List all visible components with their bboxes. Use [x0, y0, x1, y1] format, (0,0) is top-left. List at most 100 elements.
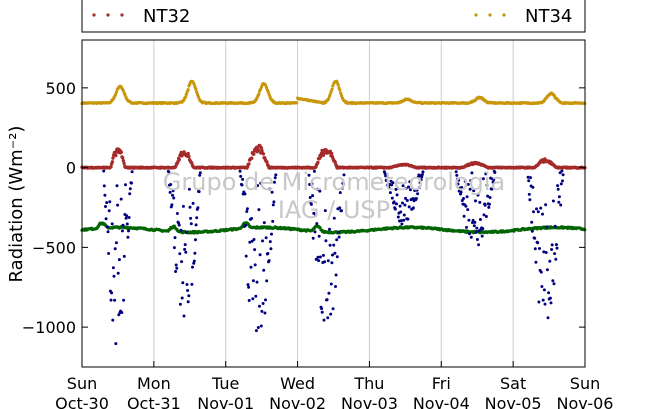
- net-radiation-point: [561, 173, 565, 177]
- net-radiation-point: [267, 259, 271, 263]
- net-radiation-point: [255, 280, 259, 284]
- net-radiation-point: [307, 173, 311, 177]
- net-radiation-point: [106, 230, 110, 234]
- net-radiation-point: [109, 298, 113, 302]
- net-radiation-point: [171, 193, 174, 197]
- nt34-point: [186, 88, 190, 92]
- nt32-point: [260, 149, 264, 153]
- net-radiation-point: [188, 205, 192, 209]
- x-tick-day: Sun: [67, 374, 97, 393]
- net-radiation-point: [253, 248, 257, 252]
- net-radiation-point: [481, 227, 485, 231]
- net-radiation-point: [401, 201, 404, 205]
- net-radiation-point: [549, 301, 553, 305]
- net-radiation-point: [256, 184, 260, 188]
- nt32-point: [330, 151, 334, 156]
- net-radiation-point: [387, 186, 391, 190]
- watermark: Grupo de Micrometeorologia IAG / USP: [163, 168, 505, 224]
- net-radiation-point: [274, 173, 278, 177]
- net-radiation-point: [244, 254, 248, 258]
- net-radiation-point: [111, 318, 115, 322]
- x-tick-date: Nov-03: [341, 394, 398, 409]
- net-radiation-point: [532, 210, 535, 214]
- net-radiation-point: [531, 185, 535, 189]
- net-radiation-point: [548, 296, 552, 300]
- nt34-point: [327, 97, 331, 101]
- net-radiation-point: [272, 200, 276, 204]
- net-radiation-point: [326, 316, 330, 320]
- x-tick-day: Thu: [353, 374, 384, 393]
- net-radiation-point: [555, 246, 559, 250]
- net-radiation-point: [266, 252, 270, 255]
- net-radiation-point: [467, 218, 471, 222]
- net-radiation-point: [331, 307, 335, 311]
- net-radiation-point: [335, 255, 339, 259]
- net-radiation-point: [105, 225, 109, 229]
- net-radiation-point: [196, 206, 200, 210]
- net-radiation-point: [168, 190, 172, 194]
- net-radiation-point: [342, 173, 346, 177]
- net-radiation-point: [477, 243, 481, 247]
- net-radiation-point: [541, 298, 545, 302]
- plot-area: [82, 40, 585, 367]
- net-radiation-point: [482, 213, 486, 217]
- net-radiation-point: [466, 208, 470, 212]
- net-radiation-point: [528, 198, 532, 202]
- net-radiation-point: [198, 171, 202, 175]
- net-radiation-point: [191, 201, 195, 205]
- net-radiation-point: [191, 265, 194, 269]
- net-radiation-point: [317, 234, 321, 238]
- net-radiation-point: [557, 195, 561, 199]
- net-radiation-point: [478, 200, 482, 204]
- net-radiation-point: [271, 219, 275, 223]
- net-radiation-point: [328, 243, 332, 247]
- nt34-point: [264, 86, 269, 90]
- net-radiation-point: [491, 180, 495, 184]
- net-radiation-point: [170, 203, 174, 207]
- net-radiation-point: [110, 222, 114, 226]
- net-radiation-point: [414, 197, 418, 200]
- x-tick-day: Fri: [432, 374, 451, 393]
- net-radiation-point: [268, 187, 272, 191]
- net-radiation-point: [177, 223, 181, 227]
- net-radiation-point: [325, 298, 329, 302]
- net-radiation-point: [178, 302, 182, 306]
- net-radiation-point: [130, 181, 133, 185]
- net-radiation-point: [110, 291, 114, 295]
- nt34-point: [192, 82, 196, 86]
- nt32-point: [119, 150, 124, 154]
- net-radiation-point: [454, 170, 458, 174]
- net-radiation-point: [111, 266, 115, 270]
- net-radiation-point: [198, 173, 202, 177]
- net-radiation-point: [192, 259, 196, 263]
- net-radiation-point: [187, 294, 191, 298]
- net-radiation-point: [167, 170, 171, 174]
- net-radiation-point: [418, 181, 422, 185]
- net-radiation-point: [245, 207, 249, 211]
- net-radiation-point: [462, 214, 466, 218]
- net-radiation-point: [261, 302, 265, 305]
- net-radiation-point: [248, 240, 252, 244]
- net-radiation-point: [107, 252, 111, 255]
- net-radiation-point: [253, 263, 257, 267]
- net-radiation-point: [469, 179, 473, 183]
- x-tick-date: Oct-30: [55, 394, 109, 409]
- net-radiation-point: [536, 241, 540, 245]
- net-radiation-point: [186, 289, 190, 292]
- net-radiation-point: [331, 253, 334, 257]
- net-radiation-point: [174, 270, 178, 273]
- net-radiation-point: [536, 210, 540, 214]
- net-radiation-point: [480, 234, 484, 238]
- net-radiation-point: [398, 204, 402, 208]
- watermark-line-2: IAG / USP: [278, 196, 390, 224]
- net-radiation-point: [318, 189, 322, 193]
- net-radiation-point: [341, 182, 345, 186]
- y-tick-label: −500: [32, 238, 76, 257]
- net-radiation-point: [539, 206, 543, 210]
- net-radiation-point: [105, 201, 109, 205]
- net-radiation-point: [463, 179, 467, 183]
- plot-frame: [81, 39, 586, 368]
- net-radiation-point: [400, 222, 404, 226]
- net-radiation-point: [189, 216, 193, 220]
